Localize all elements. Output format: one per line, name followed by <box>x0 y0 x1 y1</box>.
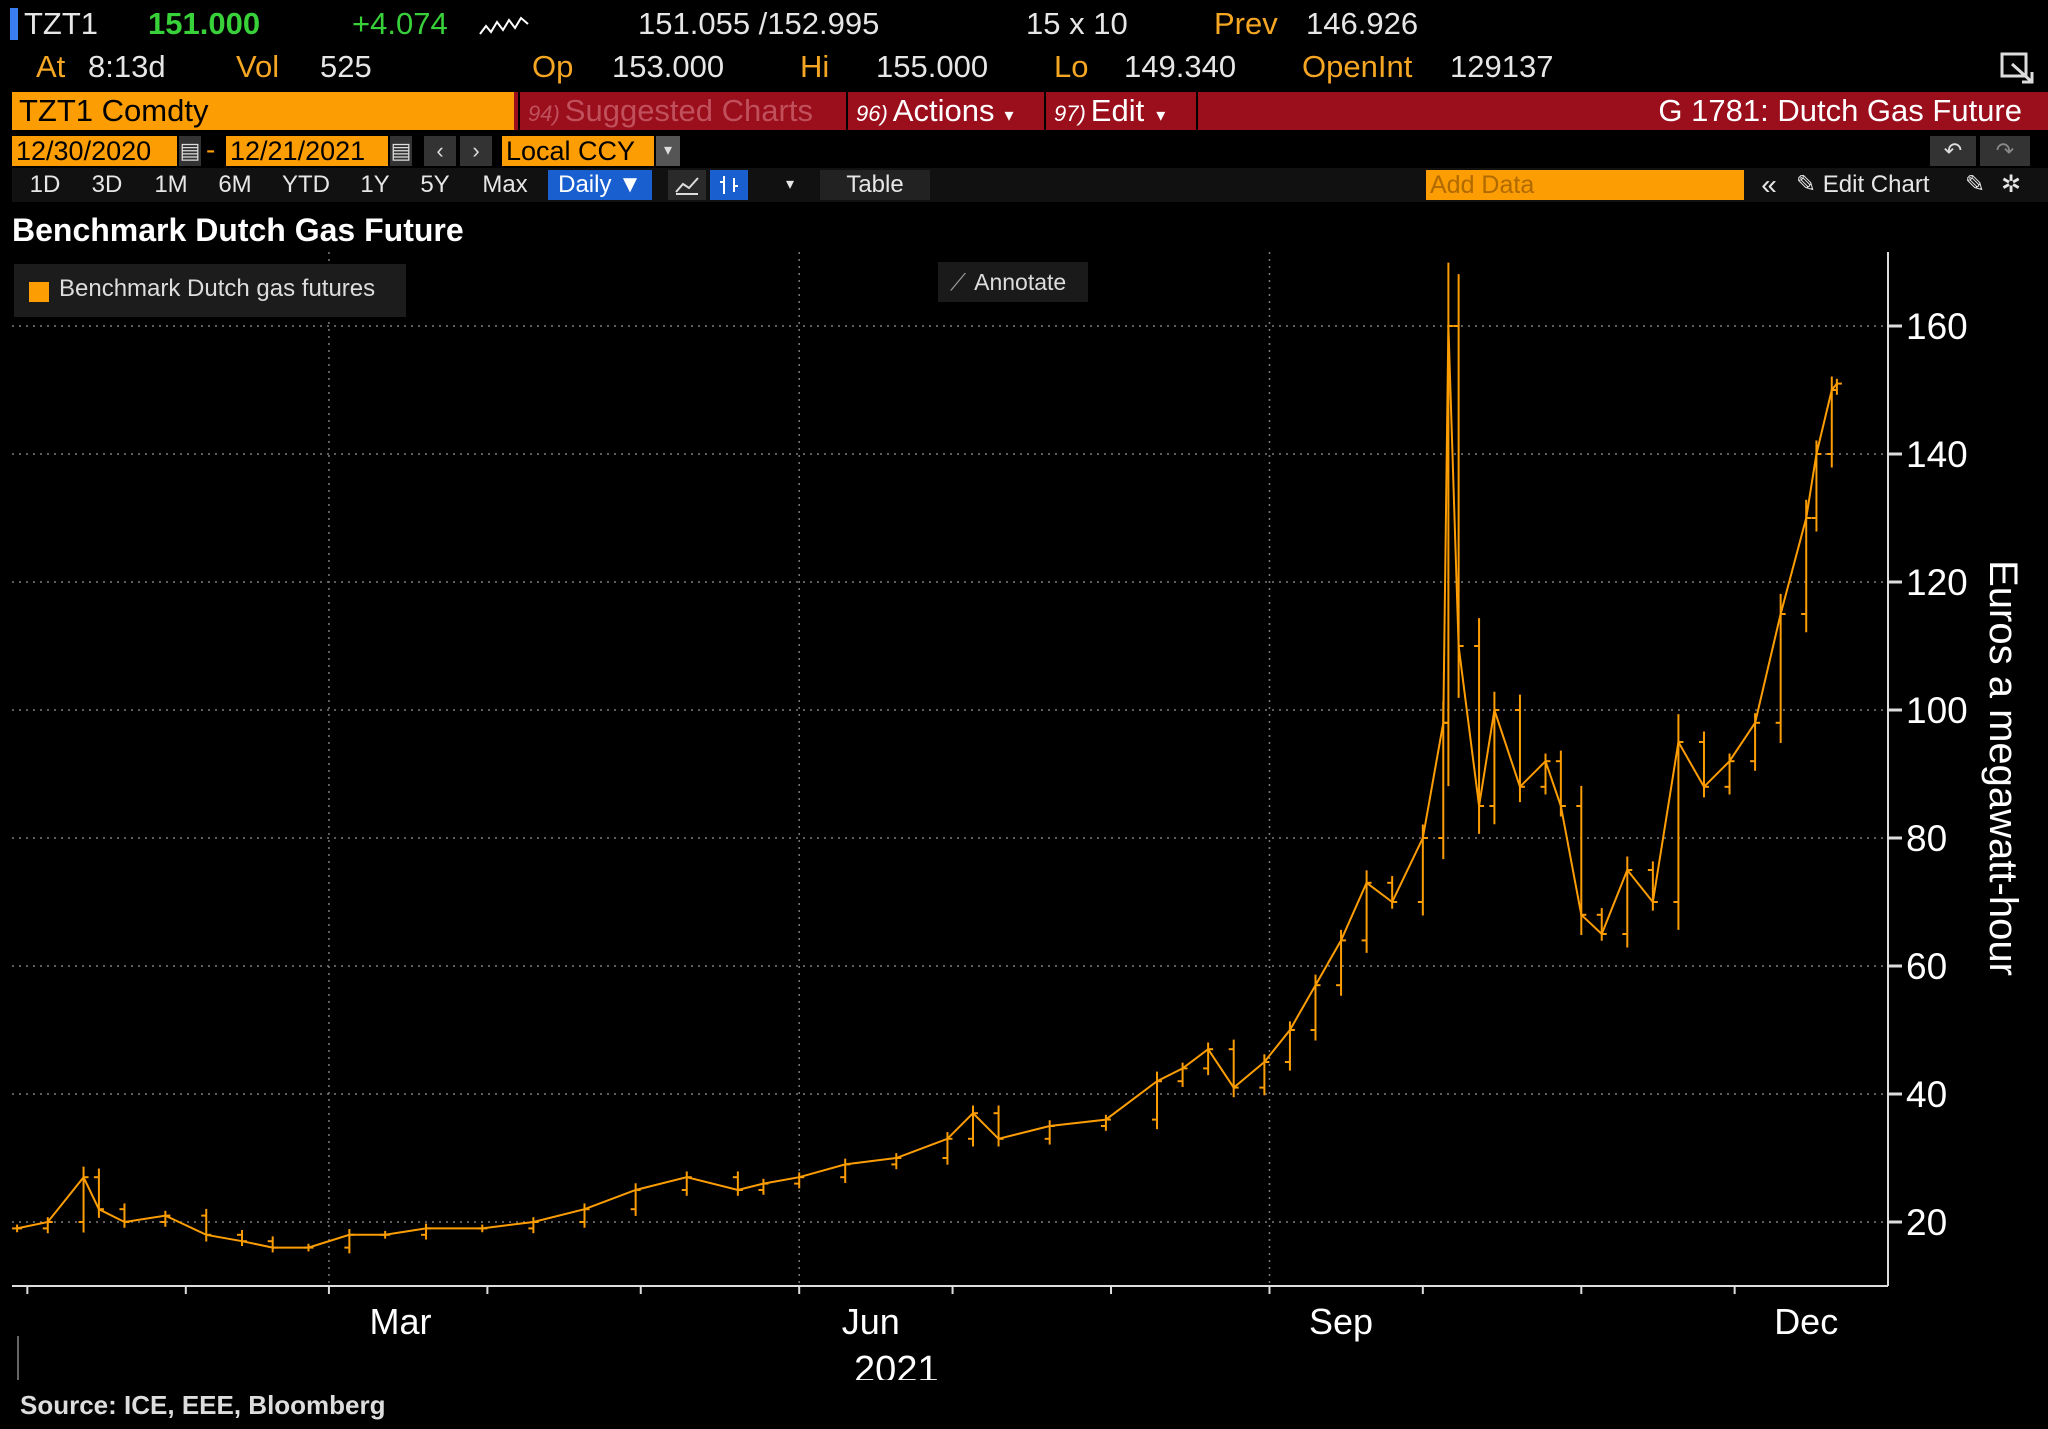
edit-label: Edit <box>1090 93 1145 128</box>
x-tick-label: Dec <box>1774 1301 1838 1342</box>
legend[interactable]: Benchmark Dutch gas futures <box>14 264 406 317</box>
y-tick-label: 140 <box>1906 434 1968 475</box>
ticker-marker <box>10 8 18 40</box>
gear-icon[interactable]: ✲ <box>2000 171 2022 198</box>
last-price: 151.000 <box>148 6 261 41</box>
edit-dropdown-icon: ▾ <box>1156 105 1166 125</box>
annotate-label: Annotate <box>974 269 1067 295</box>
previous-period-icon[interactable]: ‹ <box>424 136 456 166</box>
undo-icon[interactable]: ↶ <box>1930 136 1976 166</box>
chart-type-dropdown-icon[interactable]: ▾ <box>785 176 795 193</box>
start-calendar-icon[interactable]: ▤ <box>179 136 201 166</box>
legend-label: Benchmark Dutch gas futures <box>59 275 376 302</box>
function-title: G 1781: Dutch Gas Future <box>1196 92 2022 130</box>
year-label: 2021 <box>854 1349 939 1380</box>
x-tick-label: Jun <box>842 1301 900 1342</box>
range-1m[interactable]: 1M <box>154 171 188 198</box>
price-series <box>12 262 1842 1254</box>
bid-ask-size: 15 x 10 <box>1026 6 1128 41</box>
table-button[interactable]: Table <box>820 170 930 200</box>
date-separator: - <box>206 134 216 165</box>
actions-dropdown-icon: ▾ <box>1004 105 1014 125</box>
suggested-charts-menu[interactable]: 94) Suggested Charts <box>518 92 844 130</box>
open-label: Op <box>532 49 574 84</box>
high-value: 155.000 <box>876 49 989 84</box>
range-max[interactable]: Max <box>482 171 528 198</box>
pencil-icon: ✎ <box>1796 171 1817 198</box>
end-calendar-icon[interactable]: ▤ <box>390 136 412 166</box>
open-value: 153.000 <box>612 49 725 84</box>
annotate-pencil-icon: ⟋ <box>950 269 967 295</box>
edit-chart-button[interactable]: ✎ Edit Chart <box>1796 170 1946 200</box>
bid-ask: 151.055 /152.995 <box>638 6 880 41</box>
currency-dropdown-icon[interactable]: ▾ <box>656 136 680 166</box>
y-tick-label: 20 <box>1906 1202 1947 1243</box>
range-1d[interactable]: 1D <box>29 171 61 198</box>
y-tick-label: 120 <box>1906 562 1968 603</box>
y-tick-label: 80 <box>1906 818 1947 859</box>
sparkline-icon <box>479 16 529 35</box>
range-6m[interactable]: 6M <box>218 171 252 198</box>
next-period-icon[interactable]: › <box>460 136 492 166</box>
collapse-icon[interactable]: « <box>1761 169 1777 200</box>
y-tick-label: 160 <box>1906 306 1968 347</box>
prev-label: Prev <box>1214 6 1278 41</box>
start-date-field[interactable]: 12/30/2020 <box>12 136 177 166</box>
suggested-charts-label: Suggested Charts <box>564 93 813 128</box>
security-field[interactable]: TZT1 Comdty <box>12 92 514 130</box>
y-tick-label: 40 <box>1906 1074 1947 1115</box>
at-label: At <box>36 49 66 84</box>
suggested-charts-number: 94) <box>528 101 560 126</box>
bar-chart-icon[interactable] <box>710 170 748 200</box>
actions-number: 96) <box>856 101 888 126</box>
period-label: Daily <box>558 171 612 198</box>
actions-menu[interactable]: 96) Actions ▾ <box>846 92 1042 130</box>
grid-lines <box>12 252 1888 1286</box>
y-axis-title: Euros a megawatt-hour <box>1981 560 2025 976</box>
net-change: +4.074 <box>352 6 448 41</box>
chart-area: 20 40 60 80 100 120 140 160 Mar Jun Sep Dec 2021 Euro… <box>12 252 2025 1380</box>
range-3d[interactable]: 3D <box>91 171 123 198</box>
axes <box>12 252 1902 1380</box>
x-tick-label: Sep <box>1309 1301 1373 1342</box>
at-value: 8:13d <box>88 49 166 84</box>
vol-label: Vol <box>236 49 280 84</box>
source-note: Source: ICE, EEE, Bloomberg <box>20 1390 386 1420</box>
range-1y[interactable]: 1Y <box>360 171 390 198</box>
end-date-field[interactable]: 12/21/2021 <box>226 136 388 166</box>
open-interest-value: 129137 <box>1450 49 1554 84</box>
low-label: Lo <box>1054 49 1089 84</box>
axis-labels: 20 40 60 80 100 120 140 160 Mar Jun Sep Dec 2021 Euro… <box>369 306 2025 1380</box>
open-interest-label: OpenInt <box>1302 49 1413 84</box>
legend-swatch <box>29 282 49 302</box>
vol-value: 525 <box>320 49 372 84</box>
chart-title: Benchmark Dutch Gas Future <box>12 212 464 248</box>
y-tick-label: 60 <box>1906 946 1947 987</box>
edit-menu[interactable]: 97) Edit ▾ <box>1044 92 1194 130</box>
actions-label: Actions <box>892 93 995 128</box>
currency-select[interactable]: Local CCY <box>502 136 654 166</box>
edit-icon[interactable]: ✎ <box>1964 171 1986 198</box>
add-data-field[interactable]: Add Data <box>1426 170 1744 200</box>
period-select[interactable]: Daily ▼ <box>548 170 652 200</box>
high-label: Hi <box>800 49 830 84</box>
prev-value: 146.926 <box>1306 6 1419 41</box>
line-chart-icon[interactable] <box>668 170 706 200</box>
low-value: 149.340 <box>1124 49 1237 84</box>
range-5y[interactable]: 5Y <box>420 171 450 198</box>
ticker: TZT1 <box>24 6 99 41</box>
redo-icon[interactable]: ↷ <box>1980 136 2030 166</box>
add-data-placeholder: Add Data <box>1430 171 1535 199</box>
price-line <box>16 325 1838 1249</box>
period-dropdown-icon: ▼ <box>618 171 642 198</box>
edit-chart-label: Edit Chart <box>1822 171 1930 198</box>
annotate-button[interactable]: ⟋ Annotate <box>938 262 1088 302</box>
range-ytd[interactable]: YTD <box>282 171 330 198</box>
y-tick-label: 100 <box>1906 690 1968 731</box>
popout-icon[interactable] <box>1998 50 2038 86</box>
edit-number: 97) <box>1054 101 1086 126</box>
x-tick-label: Mar <box>369 1301 431 1342</box>
